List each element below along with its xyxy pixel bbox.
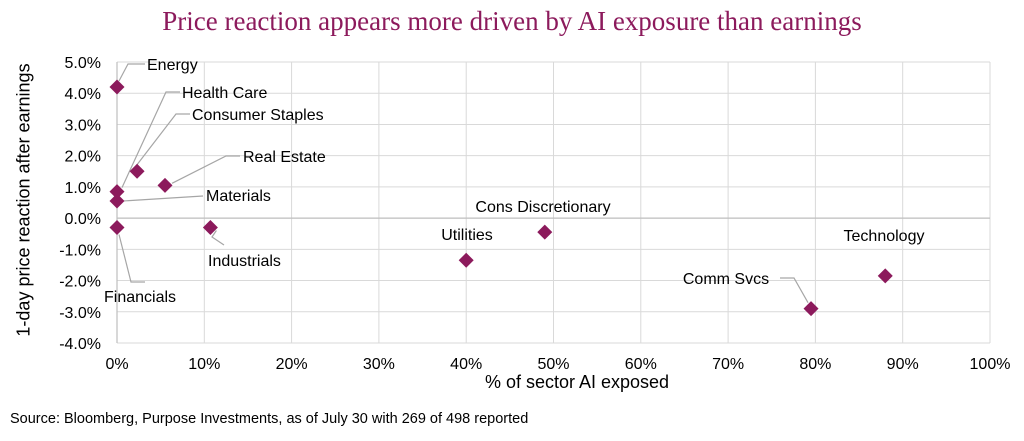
y-tick-label: -1.0% (59, 242, 101, 259)
data-point-label: Cons Discretionary (475, 199, 610, 216)
x-tick-label: 70% (712, 356, 744, 373)
label-leader-line (780, 277, 809, 303)
data-point-label: Comm Svcs (683, 271, 769, 288)
data-point-label: Energy (147, 57, 198, 74)
x-tick-label: 60% (625, 356, 657, 373)
x-tick-label: 0% (105, 356, 128, 373)
data-point-marker (202, 219, 218, 235)
x-tick-label: 40% (450, 356, 482, 373)
data-point-label: Industrials (208, 253, 281, 270)
data-point-label: Financials (104, 289, 176, 306)
data-point-label: Health Care (182, 85, 267, 102)
data-point-label: Consumer Staples (192, 107, 324, 124)
y-tick-label: 4.0% (65, 86, 101, 103)
data-point-marker (109, 79, 125, 95)
data-point-marker (109, 219, 125, 235)
label-leader-line (121, 91, 180, 188)
y-tick-label: -2.0% (59, 274, 101, 291)
label-leader-line (123, 195, 204, 202)
label-leader-line (118, 234, 145, 283)
data-point-marker (157, 177, 173, 193)
y-tick-label: -4.0% (59, 336, 101, 353)
data-point-marker (877, 268, 893, 284)
data-point-marker (537, 224, 553, 240)
label-leader-line (134, 113, 190, 168)
source-note: Source: Bloomberg, Purpose Investments, … (10, 411, 529, 427)
data-point-marker (129, 163, 145, 179)
y-tick-label: 1.0% (65, 180, 101, 197)
data-point-label: Materials (206, 188, 271, 205)
x-tick-label: 20% (276, 356, 308, 373)
label-leader-line (211, 230, 225, 246)
x-tick-label: 90% (887, 356, 919, 373)
data-point-label: Utilities (441, 227, 493, 244)
data-point-marker (458, 252, 474, 268)
label-leader-line (118, 63, 145, 82)
x-tick-label: 80% (799, 356, 831, 373)
x-tick-label: 100% (970, 356, 1011, 373)
data-point-marker (803, 301, 819, 317)
x-tick-label: 50% (537, 356, 569, 373)
data-point-label: Real Estate (243, 149, 326, 166)
data-point-marker (109, 193, 125, 209)
y-tick-label: 3.0% (65, 117, 101, 134)
y-tick-label: -3.0% (59, 305, 101, 322)
y-tick-label: 5.0% (65, 55, 101, 72)
x-tick-label: 30% (363, 356, 395, 373)
y-tick-label: 2.0% (65, 149, 101, 166)
data-point-marker (109, 184, 125, 200)
label-leader-line (171, 155, 240, 184)
chart-title: Price reaction appears more driven by AI… (162, 6, 862, 36)
data-point-label: Technology (844, 228, 925, 245)
y-tick-label: 0.0% (65, 211, 101, 228)
x-tick-label: 10% (188, 356, 220, 373)
x-axis-label: % of sector AI exposed (484, 372, 670, 392)
